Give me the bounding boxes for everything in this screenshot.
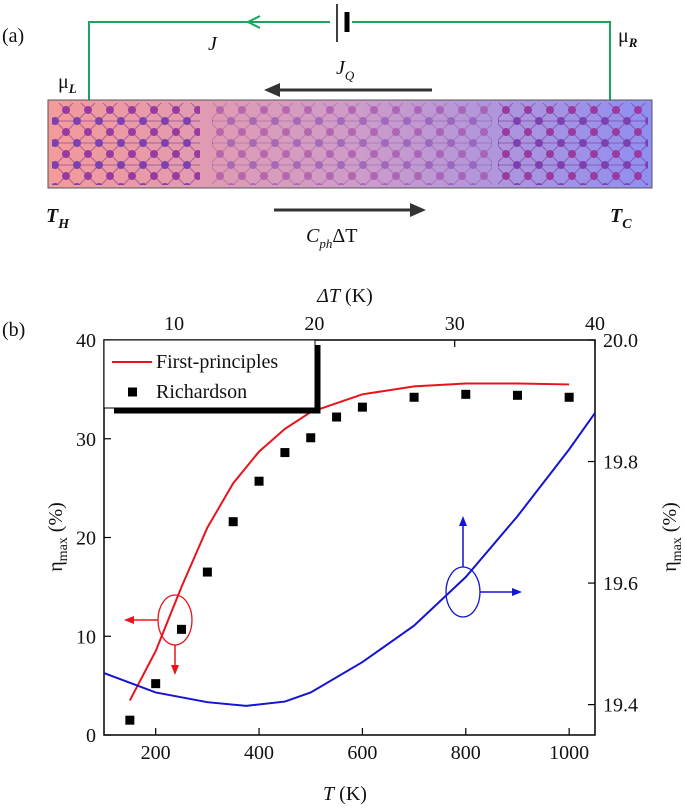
- label-symbol: η: [45, 561, 67, 571]
- data-point: [202, 567, 212, 577]
- x-axis-label: T (K): [323, 783, 367, 805]
- cold-side: TC: [610, 205, 632, 232]
- y-tick-label: 20: [76, 528, 96, 550]
- axis-marker-arrow: [132, 619, 176, 668]
- data-point: [461, 389, 471, 399]
- legend-box: [103, 339, 316, 409]
- mu-left: μL: [58, 71, 77, 96]
- mu-sub: R: [628, 35, 638, 50]
- data-point: [512, 390, 522, 400]
- c-sub: ph: [318, 236, 332, 251]
- label-unit: (%): [45, 502, 67, 537]
- y-tick-label: 10: [76, 626, 96, 648]
- mu-right: μR: [618, 25, 638, 50]
- x-tick-label: 400: [244, 742, 274, 764]
- label-unit: (%): [659, 502, 681, 537]
- t-symbol: T: [610, 205, 623, 227]
- data-point: [125, 715, 135, 725]
- axis-marker-head: [459, 516, 522, 596]
- x2-tick-label: 10: [164, 313, 184, 335]
- x-tick-label: 600: [347, 742, 377, 764]
- lattice-left: [52, 103, 200, 185]
- heat-symbol: J: [336, 57, 346, 79]
- x2-tick-label: 40: [585, 313, 605, 335]
- label-unit: (K): [340, 285, 373, 307]
- mu-symbol: μ: [58, 71, 69, 93]
- x-tick-label: 1000: [549, 742, 589, 764]
- panel-label: (a): [2, 25, 24, 47]
- c-tail: ΔT: [332, 225, 357, 247]
- current-label: J: [208, 33, 218, 55]
- data-point: [564, 392, 574, 402]
- t-symbol: T: [46, 205, 59, 227]
- phonon-label: CphΔT: [306, 225, 357, 251]
- x2-axis-label: ΔT (K): [316, 285, 373, 307]
- label-sub: max: [56, 537, 71, 561]
- axis-marker-arrow: [462, 525, 514, 593]
- y2-tick-label: 20.0: [603, 330, 638, 352]
- panel-label: (b): [2, 319, 25, 341]
- x2-tick-label: 20: [304, 313, 324, 335]
- legend-marker: [128, 387, 137, 397]
- label-symbol: ΔT: [316, 285, 342, 307]
- legend-shadow: [114, 345, 321, 414]
- y-tick-label: 0: [86, 725, 96, 747]
- y2-axis-label: ηmax (%): [659, 502, 685, 572]
- t-sub: C: [622, 217, 632, 232]
- data-point: [228, 517, 238, 527]
- y-axis-label: ηmax (%): [45, 502, 71, 572]
- current-arrow: [247, 15, 261, 29]
- y2-tick-label: 19.6: [603, 573, 638, 595]
- data-point: [306, 433, 316, 443]
- x-tick-label: 200: [141, 742, 171, 764]
- legend-label: First-principles: [156, 351, 278, 373]
- lattice-center: [212, 103, 492, 185]
- mu-sub: L: [68, 81, 77, 96]
- data-point: [177, 624, 187, 634]
- heat-label: JQ: [336, 57, 355, 83]
- c-symbol: C: [306, 225, 320, 247]
- heat-sub: Q: [345, 68, 355, 83]
- data-point: [254, 476, 264, 486]
- t-sub: H: [57, 217, 70, 232]
- mu-symbol: μ: [618, 25, 629, 47]
- heat-arrowhead: [264, 83, 280, 97]
- label-symbol: T: [323, 783, 336, 805]
- hot-side: TH: [46, 205, 70, 232]
- data-point: [357, 402, 367, 412]
- label-symbol: η: [659, 561, 681, 571]
- data-point: [151, 679, 161, 689]
- legend-label: Richardson: [156, 381, 247, 403]
- label-unit: (K): [334, 783, 367, 805]
- x-tick-label: 800: [451, 742, 481, 764]
- y-tick-label: 40: [76, 330, 96, 352]
- phonon-arrowhead: [410, 203, 426, 217]
- data-point: [280, 448, 290, 458]
- data-line: [128, 382, 570, 701]
- y2-tick-label: 19.4: [603, 695, 638, 717]
- data-point: [409, 392, 419, 402]
- y-tick-label: 30: [76, 429, 96, 451]
- label-sub: max: [670, 537, 685, 561]
- lattice-right: [498, 103, 648, 185]
- x2-tick-label: 30: [445, 313, 465, 335]
- data-point: [332, 412, 342, 422]
- y2-tick-label: 19.8: [603, 452, 638, 474]
- data-line: [103, 412, 596, 707]
- axis-marker-head: [124, 616, 179, 675]
